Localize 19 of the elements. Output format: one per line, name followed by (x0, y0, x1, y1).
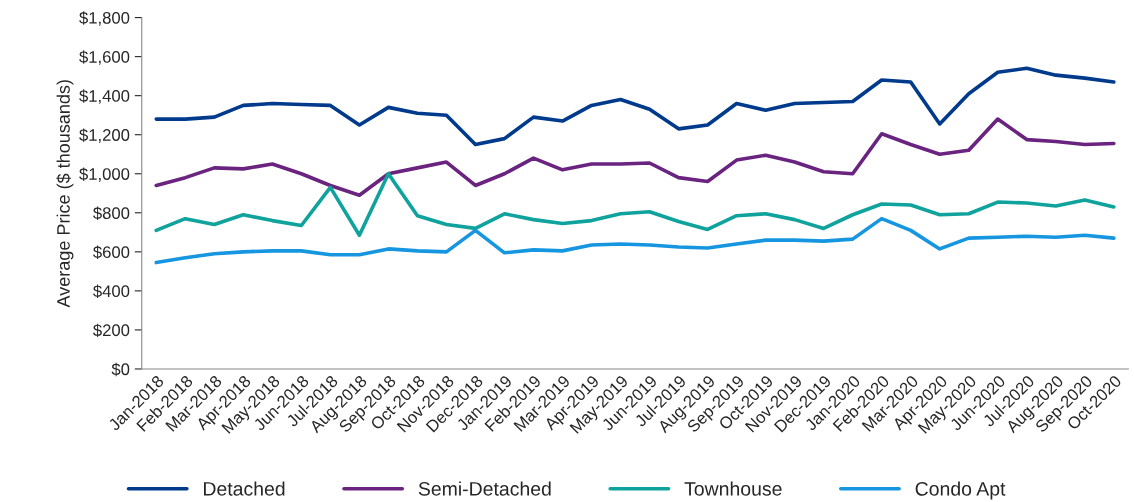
y-tick-label: $600 (93, 245, 130, 260)
y-tick-label: $1,400 (79, 89, 130, 104)
y-tick-label: $800 (93, 206, 130, 220)
line-series (154, 171, 1116, 238)
legend-label: Townhouse (684, 481, 782, 496)
line-series (154, 117, 1116, 198)
y-tick-label: $200 (93, 323, 130, 338)
y-tick-label: $1,200 (79, 128, 130, 143)
y-tick-label: $400 (93, 284, 130, 299)
y-tick-label: $1,800 (79, 11, 130, 26)
line-series (154, 66, 1116, 147)
y-axis-title: Average Price ($ thousands) (56, 80, 74, 308)
legend-label: Condo Apt (915, 481, 1006, 500)
y-tick-label: $1,600 (79, 50, 130, 65)
legend-label: Detached (204, 481, 285, 496)
legend-label: Semi-Detached (418, 481, 551, 496)
y-tick-label: $1,000 (79, 167, 130, 182)
line-series (154, 216, 1116, 265)
y-tick-label: $0 (111, 362, 130, 377)
